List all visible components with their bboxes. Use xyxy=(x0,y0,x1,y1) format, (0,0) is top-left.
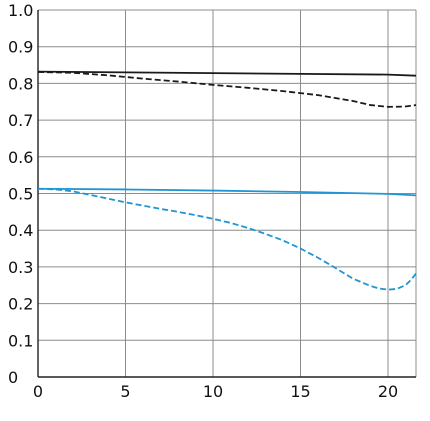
grid xyxy=(38,9,417,377)
y-tick-label: 0.6 xyxy=(8,148,33,167)
y-tick-label: 0.2 xyxy=(8,295,33,314)
series-line-2 xyxy=(37,71,417,108)
y-tick-label: 1.0 xyxy=(8,1,33,20)
y-tick-label: 0.9 xyxy=(8,38,33,57)
series-lines xyxy=(37,70,417,291)
series-line-3 xyxy=(37,187,417,197)
y-tick-label: 0.7 xyxy=(8,111,33,130)
series-line-4 xyxy=(37,187,417,291)
y-tick-label: 0.4 xyxy=(8,221,33,240)
x-tick-label: 15 xyxy=(290,382,310,401)
y-tick-label: 0 xyxy=(8,368,18,387)
x-tick-label: 5 xyxy=(120,382,130,401)
tick-labels: 0 5 10 15 20 0 0.1 0.2 0.3 0.4 0.5 0.6 0.7 0.8 0.9 1.0 xyxy=(8,1,398,401)
y-tick-label: 0.3 xyxy=(8,258,33,277)
x-tick-label: 10 xyxy=(203,382,223,401)
x-tick-label: 0 xyxy=(33,382,43,401)
y-tick-label: 0.5 xyxy=(8,185,33,204)
series-line-1 xyxy=(37,70,417,77)
y-tick-label: 0.8 xyxy=(8,74,33,93)
y-tick-label: 0.1 xyxy=(8,331,33,350)
x-tick-label: 20 xyxy=(378,382,398,401)
axes xyxy=(37,10,416,378)
